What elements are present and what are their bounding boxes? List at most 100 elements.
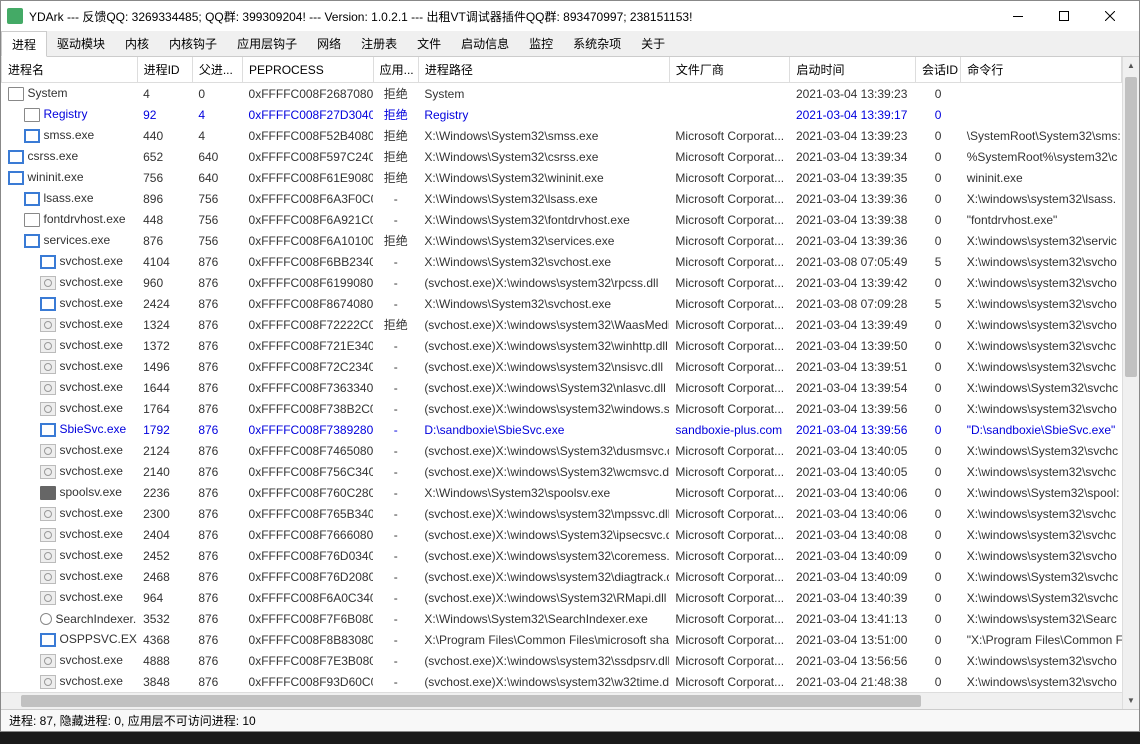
tab-7[interactable]: 文件 <box>407 31 451 56</box>
table-row[interactable]: svchost.exe38488760xFFFFC008F93D60C0-(sv… <box>2 671 1122 692</box>
table-row[interactable]: fontdrvhost.exe4487560xFFFFC008F6A921C0-… <box>2 209 1122 230</box>
cell: 876 <box>192 251 242 272</box>
cell: Microsoft Corporat... <box>669 545 790 566</box>
cell: 0 <box>916 650 961 671</box>
table-row[interactable]: svchost.exe21408760xFFFFC008F756C340-(sv… <box>2 461 1122 482</box>
cell: 0 <box>916 83 961 105</box>
vertical-scrollbar[interactable]: ▲ ▼ <box>1122 57 1139 709</box>
table-row[interactable]: svchost.exe16448760xFFFFC008F7363340-(sv… <box>2 377 1122 398</box>
table-row[interactable]: SearchIndexer.35328760xFFFFC008F7F6B080-… <box>2 608 1122 629</box>
titlebar[interactable]: YDArk --- 反馈QQ: 3269334485; QQ群: 3993092… <box>1 1 1139 31</box>
tab-11[interactable]: 关于 <box>631 31 675 56</box>
table-row[interactable]: smss.exe44040xFFFFC008F52B4080拒绝X:\Windo… <box>2 125 1122 146</box>
scroll-down-button[interactable]: ▼ <box>1123 692 1139 709</box>
table-row[interactable]: svchost.exe17648760xFFFFC008F738B2C0-(sv… <box>2 398 1122 419</box>
table-row[interactable]: System400xFFFFC008F2687080拒绝System2021-0… <box>2 83 1122 105</box>
search-icon <box>40 613 52 625</box>
close-button[interactable] <box>1087 2 1133 30</box>
table-row[interactable]: lsass.exe8967560xFFFFC008F6A3F0C0-X:\Win… <box>2 188 1122 209</box>
tab-5[interactable]: 网络 <box>307 31 351 56</box>
cell: 876 <box>192 356 242 377</box>
table-row[interactable]: SbieSvc.exe17928760xFFFFC008F7389280-D:\… <box>2 419 1122 440</box>
column-header[interactable]: 命令行 <box>961 57 1122 83</box>
cell: 0xFFFFC008F721E340 <box>243 335 374 356</box>
tab-6[interactable]: 注册表 <box>351 31 407 56</box>
table-row[interactable]: svchost.exe9608760xFFFFC008F6199080-(svc… <box>2 272 1122 293</box>
cell: SbieSvc.exe <box>2 419 138 440</box>
table-row[interactable]: spoolsv.exe22368760xFFFFC008F760C280-X:\… <box>2 482 1122 503</box>
cell: 0xFFFFC008F597C240 <box>243 146 374 167</box>
column-header[interactable]: 应用... <box>373 57 418 83</box>
table-row[interactable]: svchost.exe48888760xFFFFC008F7E3B080-(sv… <box>2 650 1122 671</box>
horizontal-scrollbar-thumb[interactable] <box>21 695 921 707</box>
cell: D:\sandboxie\SbieSvc.exe <box>418 419 669 440</box>
cell: 876 <box>192 335 242 356</box>
cell: svchost.exe <box>2 503 138 524</box>
cell: (svchost.exe)X:\windows\system32\coremes… <box>418 545 669 566</box>
column-header[interactable]: 父进... <box>192 57 242 83</box>
cell: (svchost.exe)X:\windows\system32\mpssvc.… <box>418 503 669 524</box>
page-icon <box>24 108 40 122</box>
table-row[interactable]: svchost.exe14968760xFFFFC008F72C2340-(sv… <box>2 356 1122 377</box>
table-row[interactable]: svchost.exe13728760xFFFFC008F721E340-(sv… <box>2 335 1122 356</box>
tab-10[interactable]: 系统杂项 <box>563 31 631 56</box>
horizontal-scrollbar[interactable] <box>1 692 1122 709</box>
cell: 876 <box>192 482 242 503</box>
cell: 0xFFFFC008F7465080 <box>243 440 374 461</box>
cell: %SystemRoot%\system32\c <box>961 146 1122 167</box>
tab-1[interactable]: 驱动模块 <box>47 31 115 56</box>
column-header[interactable]: 进程名 <box>2 57 138 83</box>
maximize-button[interactable] <box>1041 2 1087 30</box>
vertical-scrollbar-thumb[interactable] <box>1125 77 1137 377</box>
cell: svchost.exe <box>2 398 138 419</box>
table-row[interactable]: svchost.exe24688760xFFFFC008F76D2080-(sv… <box>2 566 1122 587</box>
tab-4[interactable]: 应用层钩子 <box>227 31 307 56</box>
table-row[interactable]: wininit.exe7566400xFFFFC008F61E9080拒绝X:\… <box>2 167 1122 188</box>
cell: 448 <box>137 209 192 230</box>
cell: 0xFFFFC008F76D2080 <box>243 566 374 587</box>
column-header[interactable]: 进程ID <box>137 57 192 83</box>
column-header[interactable]: 进程路径 <box>418 57 669 83</box>
table-row[interactable]: csrss.exe6526400xFFFFC008F597C240拒绝X:\Wi… <box>2 146 1122 167</box>
cell: 0xFFFFC008F765B340 <box>243 503 374 524</box>
table-row[interactable]: OSPPSVC.EXE43688760xFFFFC008F8B83080-X:\… <box>2 629 1122 650</box>
cell: X:\windows\system32\svcho <box>961 650 1122 671</box>
table-row[interactable]: svchost.exe23008760xFFFFC008F765B340-(sv… <box>2 503 1122 524</box>
column-header[interactable]: 启动时间 <box>790 57 916 83</box>
tab-2[interactable]: 内核 <box>115 31 159 56</box>
tab-0[interactable]: 进程 <box>1 31 47 57</box>
column-header[interactable]: 文件厂商 <box>669 57 790 83</box>
cell: 1372 <box>137 335 192 356</box>
table-row[interactable]: svchost.exe24048760xFFFFC008F7666080-(sv… <box>2 524 1122 545</box>
table-row[interactable]: svchost.exe24248760xFFFFC008F8674080-X:\… <box>2 293 1122 314</box>
column-header[interactable]: 会话ID <box>916 57 961 83</box>
cell: X:\Program Files\Common Files\microsoft … <box>418 629 669 650</box>
table-row[interactable]: svchost.exe13248760xFFFFC008F72222C0拒绝(s… <box>2 314 1122 335</box>
process-table-scroll[interactable]: 进程名进程ID父进...PEPROCESS应用...进程路径文件厂商启动时间会话… <box>1 57 1122 709</box>
table-row[interactable]: svchost.exe21248760xFFFFC008F7465080-(sv… <box>2 440 1122 461</box>
cell: csrss.exe <box>2 146 138 167</box>
table-row[interactable]: svchost.exe24528760xFFFFC008F76D0340-(sv… <box>2 545 1122 566</box>
table-row[interactable]: services.exe8767560xFFFFC008F6A10100拒绝X:… <box>2 230 1122 251</box>
cell: System <box>2 83 138 105</box>
tab-3[interactable]: 内核钩子 <box>159 31 227 56</box>
scroll-up-button[interactable]: ▲ <box>1123 57 1139 74</box>
cell: 3532 <box>137 608 192 629</box>
cell: 876 <box>137 230 192 251</box>
cell: 876 <box>192 419 242 440</box>
cell: OSPPSVC.EXE <box>2 629 138 650</box>
cell: 876 <box>192 461 242 482</box>
column-header[interactable]: PEPROCESS <box>243 57 374 83</box>
taskbar[interactable] <box>0 732 1140 744</box>
cell: 0 <box>916 482 961 503</box>
table-row[interactable]: svchost.exe9648760xFFFFC008F6A0C340-(svc… <box>2 587 1122 608</box>
cell: 0xFFFFC008F76D0340 <box>243 545 374 566</box>
minimize-button[interactable] <box>995 2 1041 30</box>
cell: 3848 <box>137 671 192 692</box>
table-row[interactable]: svchost.exe41048760xFFFFC008F6BB2340-X:\… <box>2 251 1122 272</box>
cell: lsass.exe <box>2 188 138 209</box>
table-row[interactable]: Registry9240xFFFFC008F27D3040拒绝Registry2… <box>2 104 1122 125</box>
tab-8[interactable]: 启动信息 <box>451 31 519 56</box>
process-table-area: 进程名进程ID父进...PEPROCESS应用...进程路径文件厂商启动时间会话… <box>1 57 1139 709</box>
tab-9[interactable]: 监控 <box>519 31 563 56</box>
